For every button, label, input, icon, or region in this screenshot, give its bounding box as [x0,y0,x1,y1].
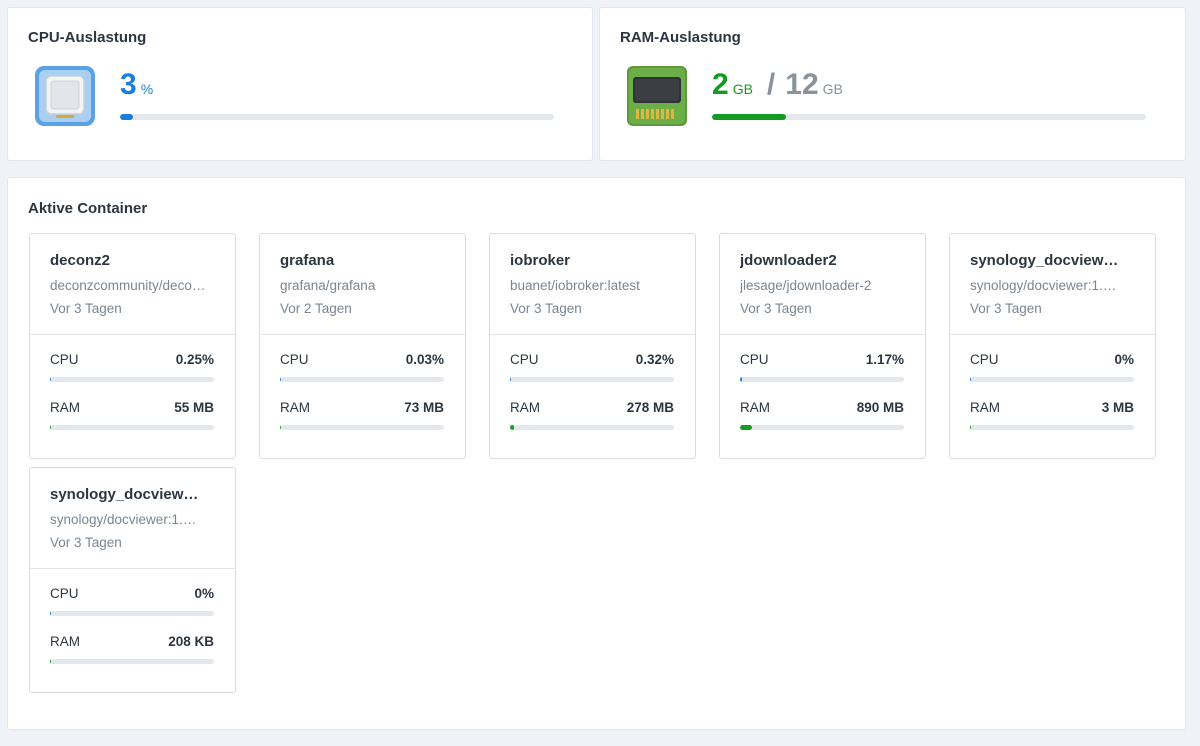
cpu-bar [970,377,1134,382]
container-name: grafana [280,252,335,269]
cpu-usage-panel: CPU-Auslastung 3% [7,7,593,161]
container-card-4[interactable]: synology_docview… synology/docviewer:1.…… [949,233,1156,459]
cpu-usage-unit: % [140,81,154,97]
cpu-label: CPU [970,352,999,367]
ram-bar-fill [970,425,971,430]
ram-total-number: 12 [785,68,819,101]
ram-usage-value: 2 GB/12 GB [712,70,843,104]
ram-value: 55 MB [174,400,214,415]
container-card-0[interactable]: deconz2 deconzcommunity/deco… Vor 3 Tage… [29,233,236,459]
container-card-5[interactable]: synology_docview… synology/docviewer:1.…… [29,467,236,693]
cpu-usage-number: 3 [120,68,137,101]
container-image: synology/docviewer:1.… [50,512,197,527]
ram-bar [510,425,674,430]
cpu-usage-bar-fill [120,114,134,120]
cpu-value: 0.03% [405,352,444,367]
ram-label: RAM [510,400,540,415]
cpu-label: CPU [50,586,79,601]
cpu-bar-fill [740,377,742,382]
ram-module-icon [627,66,687,126]
ram-bar-fill [740,425,752,430]
ram-label: RAM [50,634,80,649]
container-name: iobroker [510,252,571,269]
container-card-header: iobroker buanet/iobroker:latest Vor 3 Ta… [490,234,695,335]
cpu-usage-bar [120,114,554,120]
cpu-bar-fill [50,377,51,382]
ram-label: RAM [740,400,770,415]
cpu-bar-fill [510,377,511,382]
cpu-bar-fill [50,611,51,616]
cpu-value: 1.17% [865,352,904,367]
ram-value: 890 MB [856,400,904,415]
cpu-label: CPU [740,352,769,367]
ram-separator: / [766,68,776,101]
container-card-3[interactable]: jdownloader2 jlesage/jdownloader-2 Vor 3… [719,233,926,459]
ram-usage-bar-fill [712,114,786,120]
cpu-value: 0% [1114,352,1134,367]
container-image: jlesage/jdownloader-2 [740,278,872,293]
container-uptime: Vor 3 Tagen [740,301,812,316]
ram-bar [50,659,214,664]
ram-label: RAM [280,400,310,415]
ram-bar [50,425,214,430]
container-image: grafana/grafana [280,278,376,293]
container-card-header: jdownloader2 jlesage/jdownloader-2 Vor 3… [720,234,925,335]
ram-bar [280,425,444,430]
cpu-usage-title: CPU-Auslastung [28,29,147,46]
container-card-header: grafana grafana/grafana Vor 2 Tagen [260,234,465,335]
ram-bar [740,425,904,430]
cpu-bar-fill [970,377,971,382]
cpu-bar [740,377,904,382]
cpu-label: CPU [50,352,79,367]
ram-usage-title: RAM-Auslastung [620,29,741,46]
cpu-chip-icon [35,66,95,126]
ram-bar-fill [50,659,51,664]
cpu-label: CPU [280,352,309,367]
active-containers-title: Aktive Container [28,200,148,217]
container-uptime: Vor 3 Tagen [50,535,122,550]
container-uptime: Vor 3 Tagen [510,301,582,316]
cpu-usage-value: 3% [120,70,153,104]
ram-value: 278 MB [626,400,674,415]
cpu-value: 0% [194,586,214,601]
cpu-label: CPU [510,352,539,367]
cpu-value: 0.25% [175,352,214,367]
container-name: synology_docview… [970,252,1119,269]
container-image: deconzcommunity/deco… [50,278,206,293]
container-card-header: synology_docview… synology/docviewer:1.…… [950,234,1155,335]
container-card-1[interactable]: grafana grafana/grafana Vor 2 Tagen CPU … [259,233,466,459]
ram-bar [970,425,1134,430]
container-uptime: Vor 2 Tagen [280,301,352,316]
ram-usage-panel: RAM-Auslastung 2 GB/12 GB [599,7,1186,161]
container-name: deconz2 [50,252,111,269]
ram-used-number: 2 [712,68,729,101]
ram-total-unit: GB [822,81,843,97]
ram-used-unit: GB [732,81,753,97]
container-name: jdownloader2 [740,252,837,269]
cpu-value: 0.32% [635,352,674,367]
ram-value: 73 MB [404,400,444,415]
ram-label: RAM [50,400,80,415]
ram-bar-fill [510,425,514,430]
container-image: buanet/iobroker:latest [510,278,640,293]
container-card-header: synology_docview… synology/docviewer:1.…… [30,468,235,569]
cpu-bar [280,377,444,382]
cpu-bar-fill [280,377,281,382]
ram-value: 3 MB [1101,400,1134,415]
container-image: synology/docviewer:1.… [970,278,1117,293]
ram-value: 208 KB [168,634,214,649]
container-card-header: deconz2 deconzcommunity/deco… Vor 3 Tage… [30,234,235,335]
container-card-2[interactable]: iobroker buanet/iobroker:latest Vor 3 Ta… [489,233,696,459]
container-uptime: Vor 3 Tagen [970,301,1042,316]
cpu-bar [50,611,214,616]
ram-bar-fill [280,425,281,430]
ram-bar-fill [50,425,51,430]
active-containers-panel: Aktive Container deconz2 deconzcommunity… [7,177,1186,730]
ram-usage-bar [712,114,1146,120]
cpu-bar [50,377,214,382]
ram-label: RAM [970,400,1000,415]
container-name: synology_docview… [50,486,199,503]
container-uptime: Vor 3 Tagen [50,301,122,316]
cpu-bar [510,377,674,382]
